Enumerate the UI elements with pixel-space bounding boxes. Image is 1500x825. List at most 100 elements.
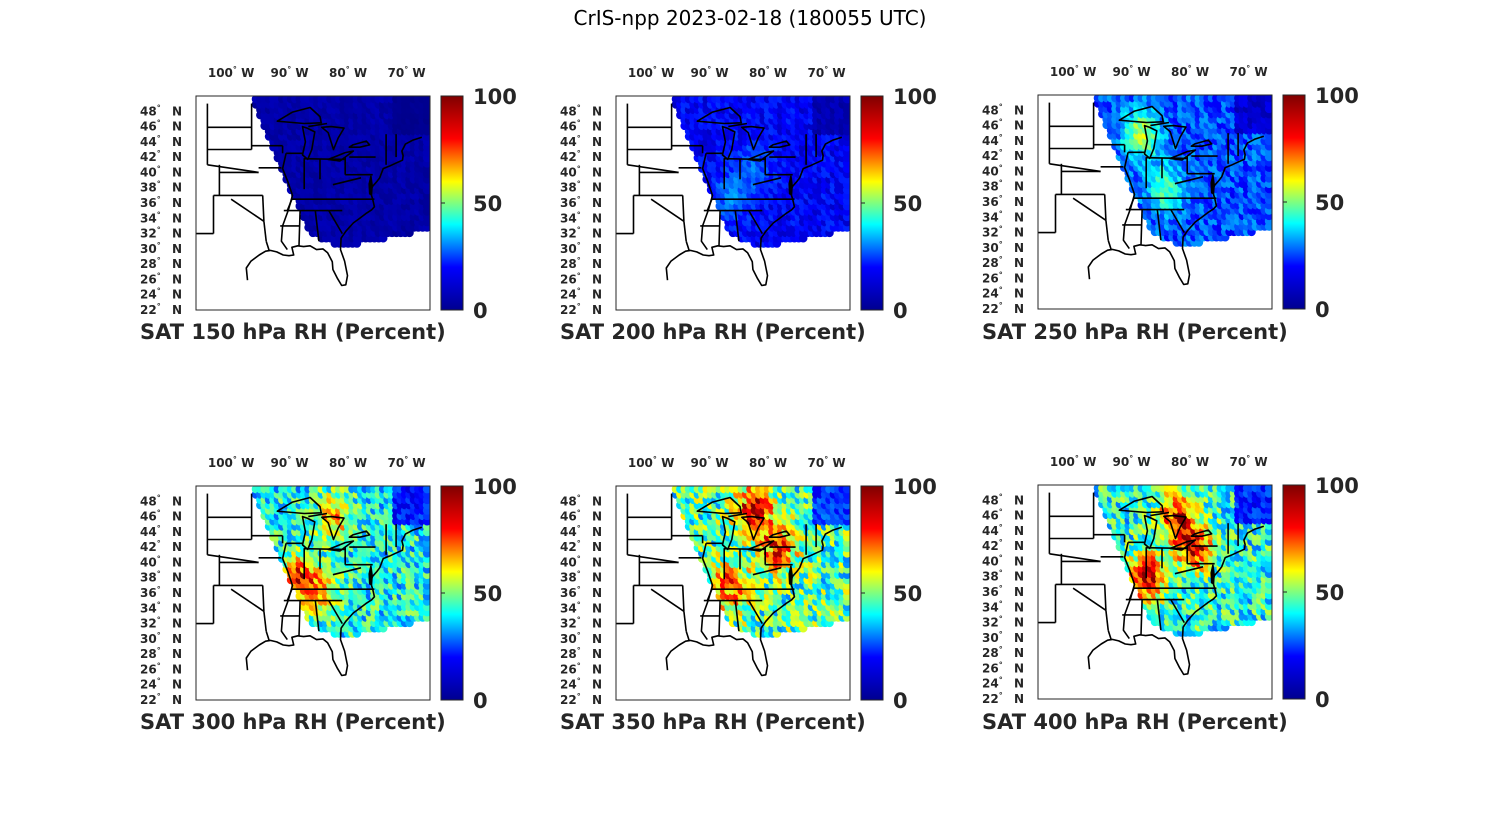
map-axes-frame: [195, 485, 431, 701]
lon-tick-label: 70° W: [1230, 64, 1268, 79]
lat-tick-label: 48° N: [982, 102, 1024, 117]
state-boundary-line: [328, 600, 343, 625]
lon-tick-label: 100° W: [1050, 64, 1096, 79]
lat-tick-label: 44° N: [560, 524, 602, 539]
colorbar-tick-label: 0: [1315, 298, 1330, 322]
state-boundary-line: [314, 600, 320, 632]
state-boundary-line: [207, 164, 259, 174]
lon-tick-label: 80° W: [749, 455, 787, 470]
great-lake-outline: [348, 530, 371, 538]
mississippi-river-border: [280, 543, 294, 641]
lat-tick-label: 36° N: [140, 585, 182, 600]
lat-tick-label: 46° N: [982, 118, 1024, 133]
colorbar-tick-label: 100: [893, 475, 937, 499]
coastline: [245, 526, 423, 677]
map-plot-300hpa: 100° W 90° W 80° W 70° W48° N46° N44° N42° N40°…: [140, 455, 517, 713]
state-boundary-line: [748, 600, 763, 625]
map-panel-200hpa: 100° W 90° W 80° W 70° W 48° N 46° N 44° N 42° N 40°…: [560, 62, 937, 362]
lat-tick-label: 28° N: [140, 646, 182, 661]
lat-tick-label: 26° N: [982, 270, 1024, 285]
state-boundary-line: [1174, 176, 1204, 185]
lat-tick-label: 24° N: [140, 287, 182, 302]
panel-caption: SAT 200 hPa RH (Percent): [560, 320, 866, 344]
lat-tick-label: 42° N: [560, 149, 602, 164]
lat-tick-label: 38° N: [560, 180, 602, 195]
state-boundary-line: [1107, 239, 1112, 250]
lat-tick-label: 22° N: [560, 692, 602, 707]
state-boundary-line: [328, 210, 343, 235]
great-lake-outline: [1169, 149, 1197, 161]
lat-tick-label: 48° N: [560, 103, 602, 118]
state-boundary-line: [207, 554, 259, 564]
state-boundary-line: [265, 240, 270, 251]
lat-tick-label: 30° N: [560, 241, 602, 256]
lat-tick-label: 42° N: [140, 149, 182, 164]
lat-tick-label: 32° N: [560, 616, 602, 631]
map-panel-250hpa: 100° W 90° W 80° W 70° W 48° N 46° N 44° N 42° N 40°…: [982, 61, 1359, 361]
great-lake-outline: [327, 540, 355, 552]
lat-tick-label: 32° N: [140, 616, 182, 631]
state-boundary-line: [650, 588, 685, 612]
great-lake-outline: [696, 106, 742, 125]
great-lake-outline: [301, 125, 316, 161]
great-lake-outline: [747, 540, 775, 552]
lat-tick-label: 24° N: [982, 286, 1024, 301]
state-boundary-line: [263, 221, 267, 242]
rh-footprint: [422, 486, 430, 494]
lat-tick-label: 32° N: [560, 226, 602, 241]
state-boundary-line: [752, 177, 782, 186]
state-boundary-line: [627, 554, 679, 564]
colorbar-tick-label: 0: [893, 299, 908, 323]
lon-tick-label: 90° W: [271, 455, 309, 470]
map-axes-frame: [615, 95, 851, 311]
lat-tick-label: 22° N: [140, 692, 182, 707]
colorbar-tick-label: 0: [473, 689, 488, 713]
great-lake-outline: [1118, 105, 1164, 124]
lon-tick-label: 80° W: [329, 455, 367, 470]
state-boundary-line: [734, 210, 740, 242]
great-lake-outline: [348, 140, 371, 148]
map-panel-150hpa: 100° W 90° W 80° W 70° W 48° N 46° N 44° N 42° N 40°…: [140, 62, 517, 362]
great-lake-outline: [721, 125, 736, 161]
chesapeake-bay: [788, 565, 793, 586]
lat-tick-label: 40° N: [140, 164, 182, 179]
colorbar-tick-label: 50: [1315, 191, 1344, 215]
colorbar-tick-label: 0: [893, 689, 908, 713]
lat-tick-label: 36° N: [982, 194, 1024, 209]
colorbar-tick-label: 100: [1315, 84, 1359, 108]
state-boundary-line: [1049, 163, 1101, 173]
lat-tick-label: 30° N: [140, 631, 182, 646]
rh-footprint: [422, 96, 430, 104]
lat-tick-label: 26° N: [560, 661, 602, 676]
lon-tick-label: 70° W: [808, 455, 846, 470]
lat-tick-label: 44° N: [140, 134, 182, 149]
state-boundary-line: [685, 240, 690, 251]
map-axes-frame: [1037, 94, 1273, 310]
state-boundary-line: [1072, 197, 1107, 221]
state-boundary-line: [650, 198, 685, 222]
lat-tick-label: 46° N: [140, 509, 182, 524]
great-lake-outline: [696, 496, 742, 515]
great-lake-outline: [768, 140, 791, 148]
state-boundary-line: [681, 585, 685, 612]
rh-swath: [671, 96, 850, 248]
lat-tick-label: 46° N: [560, 509, 602, 524]
lat-tick-label: 28° N: [982, 255, 1024, 270]
coastline: [665, 526, 843, 677]
state-boundary-line: [627, 164, 679, 174]
lat-tick-label: 38° N: [140, 570, 182, 585]
great-lake-outline: [768, 530, 791, 538]
colorbar-tick-label: 50: [893, 582, 922, 606]
panel-caption: SAT 350 hPa RH (Percent): [560, 710, 866, 734]
coastline: [245, 136, 423, 287]
state-boundary-line: [685, 630, 690, 641]
chesapeake-bay: [368, 565, 373, 586]
lat-tick-label: 22° N: [982, 301, 1024, 316]
great-lake-outline: [1143, 124, 1158, 160]
lat-tick-label: 30° N: [560, 631, 602, 646]
great-lake-outline: [1163, 124, 1187, 150]
great-lake-outline: [747, 150, 775, 162]
map-panel-300hpa: 100° W 90° W 80° W 70° W 48° N 46° N 44° N 42° N 40°…: [140, 452, 517, 752]
lat-tick-label: 40° N: [560, 164, 602, 179]
lat-tick-label: 22° N: [140, 302, 182, 317]
